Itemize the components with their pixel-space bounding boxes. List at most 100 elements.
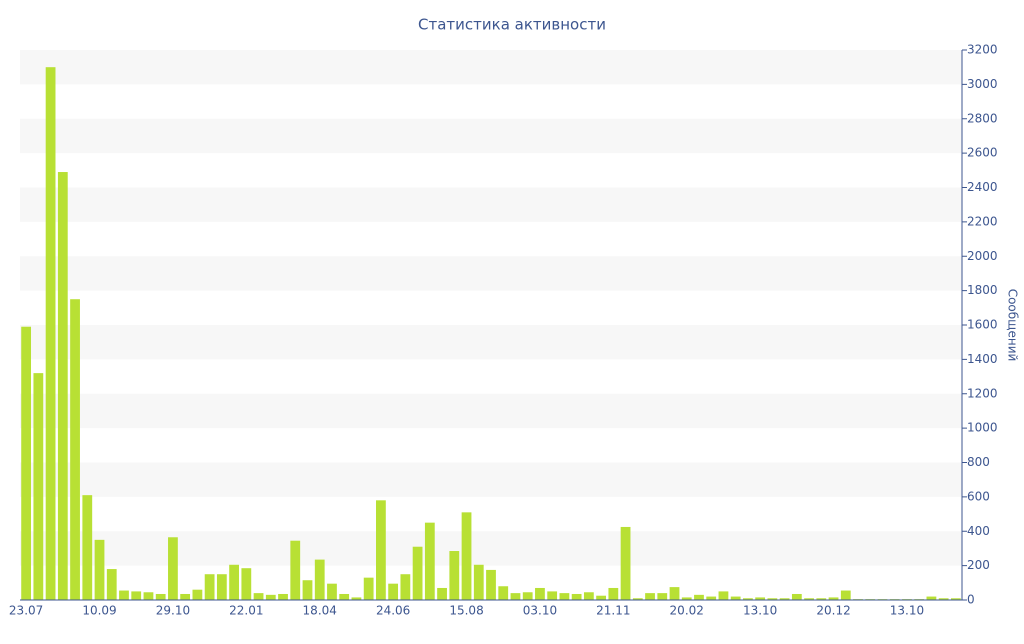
y-tick-label: 2600: [967, 146, 998, 160]
bar: [168, 537, 178, 600]
bar: [204, 574, 215, 600]
y-tick-label: 2400: [967, 180, 998, 194]
bar: [645, 593, 655, 600]
bar: [694, 594, 704, 600]
bar: [424, 522, 435, 600]
bar: [412, 546, 423, 600]
grid-band: [20, 393, 962, 429]
bar: [596, 595, 606, 600]
bar: [376, 500, 386, 600]
y-tick-label: 1600: [967, 318, 998, 332]
bar: [192, 589, 203, 600]
bar: [657, 593, 668, 600]
bar: [253, 593, 264, 600]
bar: [718, 591, 729, 600]
bar: [94, 539, 105, 600]
bar: [290, 540, 301, 600]
grid-band: [20, 256, 962, 291]
grid-band: [20, 50, 962, 85]
bar: [632, 598, 643, 600]
bar: [535, 587, 545, 600]
bar: [302, 580, 313, 600]
bar: [21, 326, 32, 600]
bar: [351, 597, 362, 600]
bar: [155, 593, 166, 600]
x-tick-label: 15.08: [449, 604, 483, 618]
grid-band: [20, 462, 962, 497]
bar: [706, 596, 717, 600]
bar: [583, 592, 594, 600]
bar: [70, 299, 80, 600]
bar: [571, 593, 582, 600]
bar: [791, 593, 802, 600]
bar: [755, 597, 766, 600]
bar: [449, 551, 460, 600]
y-tick-label: 2200: [967, 214, 998, 228]
bar: [510, 593, 521, 600]
bar: [180, 593, 191, 600]
y-tick-label: 600: [967, 489, 990, 503]
bar: [498, 586, 509, 600]
bar: [669, 587, 680, 600]
bar: [608, 587, 619, 600]
bar: [216, 574, 227, 600]
x-tick-label: 13.10: [890, 604, 924, 618]
y-tick-label: 400: [967, 524, 990, 538]
bar: [327, 583, 337, 600]
bar: [828, 597, 839, 600]
x-tick-label: 13.10: [743, 604, 777, 618]
grid-band: [20, 325, 962, 360]
y-tick-label: 3000: [967, 77, 998, 91]
bar: [363, 577, 374, 600]
x-tick-label: 03.10: [523, 604, 557, 618]
grid-band: [20, 531, 962, 566]
y-tick-label: 2800: [967, 111, 998, 125]
x-tick-label: 22.01: [229, 604, 263, 618]
bar: [559, 593, 570, 600]
bar: [400, 574, 411, 600]
bar: [938, 598, 949, 600]
y-axis-label: Сообщений: [1006, 289, 1020, 362]
bar: [241, 568, 252, 600]
grid-band: [20, 118, 962, 154]
bar: [804, 598, 814, 600]
bar: [730, 596, 741, 600]
bar: [131, 591, 142, 600]
x-tick-label: 21.11: [596, 604, 630, 618]
bar: [779, 598, 790, 600]
bar: [143, 592, 154, 600]
bar: [620, 526, 631, 600]
bar: [522, 592, 533, 600]
y-tick-label: 1400: [967, 352, 998, 366]
x-tick-label: 18.04: [303, 604, 337, 618]
chart-title: Статистика активности: [418, 16, 606, 34]
bar: [950, 598, 961, 600]
y-tick-label: 0: [967, 593, 975, 607]
bar: [119, 590, 129, 600]
bar: [388, 583, 399, 600]
y-tick-label: 1200: [967, 386, 998, 400]
bar: [926, 596, 937, 600]
bar: [840, 590, 851, 600]
x-tick-label: 24.06: [376, 604, 410, 618]
grid-band: [20, 187, 962, 222]
bar: [339, 593, 350, 600]
y-tick-label: 3200: [967, 43, 998, 57]
bar: [265, 594, 276, 600]
bar: [229, 564, 239, 600]
y-tick-label: 800: [967, 455, 990, 469]
bar: [82, 495, 93, 600]
y-tick-label: 200: [967, 558, 990, 572]
bar: [437, 587, 447, 600]
bar: [816, 598, 827, 600]
x-tick-label: 10.09: [82, 604, 116, 618]
x-tick-label: 23.07: [9, 604, 43, 618]
x-tick-label: 20.12: [816, 604, 850, 618]
bar: [743, 598, 753, 600]
bar: [57, 172, 68, 600]
bar: [473, 564, 484, 600]
x-tick-label: 20.02: [670, 604, 704, 618]
bar: [106, 569, 117, 600]
bar: [486, 569, 496, 600]
